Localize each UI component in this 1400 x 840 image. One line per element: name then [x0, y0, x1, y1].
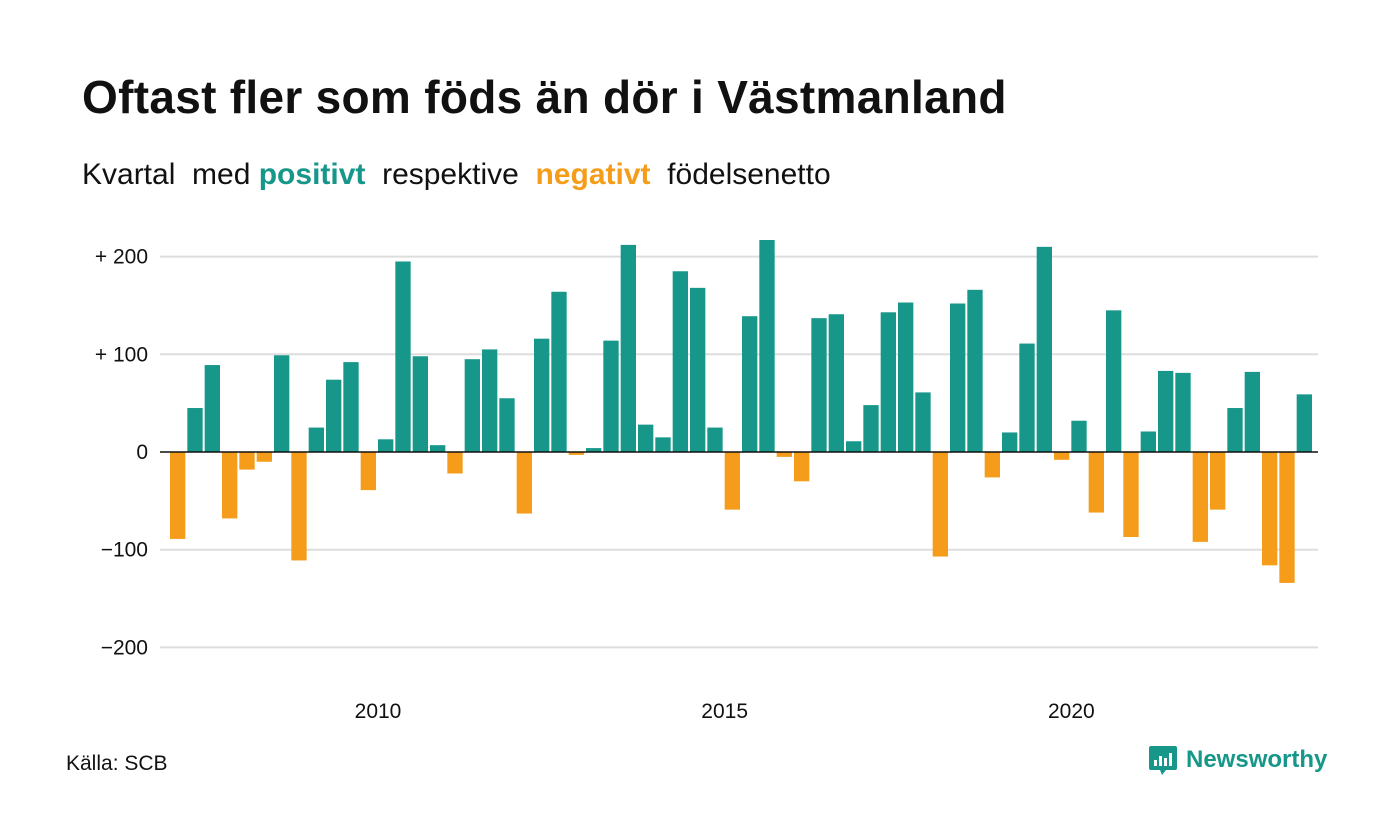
bar-negative — [239, 452, 255, 470]
bar-negative — [222, 452, 238, 519]
x-tick-label: 2010 — [355, 700, 402, 723]
subtitle-positive: positivt — [258, 158, 366, 191]
bar-positive — [690, 287, 706, 452]
bar-positive — [672, 271, 688, 452]
bar-positive — [586, 448, 602, 452]
bar-negative — [932, 452, 948, 557]
bar-positive — [534, 338, 550, 452]
bar-negative — [256, 452, 272, 462]
bar-positive — [464, 359, 480, 452]
brand-name: Newsworthy — [1186, 746, 1328, 773]
subtitle-text-3: födelsenetto — [650, 158, 831, 191]
bar-positive — [950, 303, 966, 452]
bar-positive — [395, 261, 411, 452]
bar-positive — [551, 291, 567, 452]
subtitle-negative: negativt — [535, 158, 651, 191]
brand-logo: Newsworthy — [1148, 744, 1327, 776]
bar-positive — [620, 244, 636, 452]
bar-positive — [1140, 431, 1156, 452]
bar-positive — [326, 379, 342, 452]
bar-positive — [378, 439, 394, 452]
source-note: Källa: SCB — [66, 752, 168, 775]
bar-positive — [898, 302, 914, 452]
bar-negative — [516, 452, 532, 514]
bar-positive — [482, 349, 498, 452]
y-tick-label: + 100 — [95, 343, 148, 366]
chart-title: Oftast fler som föds än dör i Västmanlan… — [82, 71, 1007, 123]
bar-negative — [724, 452, 740, 510]
bar-positive — [915, 392, 931, 452]
bar-positive — [846, 441, 862, 452]
y-tick-label: + 200 — [95, 246, 148, 269]
bar-negative — [568, 452, 584, 455]
bar-series — [170, 239, 1312, 583]
bar-negative — [1279, 452, 1295, 583]
bar-positive — [967, 289, 983, 452]
subtitle-text-1: Kvartal med — [82, 158, 259, 191]
bar-positive — [308, 427, 324, 452]
bar-positive — [707, 427, 723, 452]
x-tick-label: 2015 — [701, 700, 748, 723]
bar-negative — [1210, 452, 1226, 510]
bar-positive — [603, 340, 619, 452]
bar-positive — [187, 408, 203, 452]
bar-positive — [343, 362, 359, 452]
subtitle-text-2: respektive — [365, 158, 536, 191]
grid-lines — [160, 255, 1318, 649]
bar-positive — [1296, 394, 1312, 452]
y-tick-label: −200 — [101, 636, 148, 659]
bar-positive — [1158, 370, 1174, 452]
newsworthy-logo-icon — [1149, 746, 1177, 775]
bar-positive — [1019, 343, 1035, 452]
bar-positive — [863, 405, 879, 452]
bar-negative — [170, 452, 186, 539]
bar-positive — [1244, 371, 1260, 452]
bar-positive — [880, 312, 896, 452]
bar-positive — [1175, 372, 1191, 452]
bar-positive — [204, 365, 220, 452]
bar-negative — [360, 452, 376, 491]
bar-negative — [1192, 452, 1208, 542]
bar-positive — [655, 437, 671, 452]
y-tick-label: −100 — [101, 539, 148, 562]
bar-positive — [811, 318, 827, 452]
bar-negative — [1054, 452, 1070, 460]
bar-positive — [499, 398, 515, 452]
bar-negative — [776, 452, 792, 457]
bar-negative — [1088, 452, 1104, 513]
bar-positive — [430, 445, 446, 452]
bar-positive — [828, 314, 844, 452]
y-tick-label: 0 — [136, 441, 148, 464]
bar-positive — [274, 355, 290, 452]
x-tick-label: 2020 — [1048, 700, 1095, 723]
bar-negative — [447, 452, 463, 474]
bar-positive — [1036, 246, 1052, 452]
bar-negative — [984, 452, 1000, 478]
bar-negative — [1262, 452, 1278, 566]
axes: + 200 + 100 0 −100 −200 2010 2015 2020 — [95, 246, 1318, 723]
bar-positive — [412, 356, 428, 452]
bar-positive — [638, 424, 654, 452]
chart-subtitle: Kvartal med positivt respektive negativt… — [82, 158, 831, 192]
bar-positive — [742, 316, 758, 452]
bar-positive — [1227, 408, 1243, 452]
bar-positive — [759, 239, 775, 452]
bar-positive — [1106, 310, 1122, 452]
bar-negative — [291, 452, 307, 561]
bar-negative — [1123, 452, 1139, 537]
bar-negative — [794, 452, 810, 482]
bar-positive — [1071, 420, 1087, 452]
bar-positive — [1002, 432, 1018, 452]
